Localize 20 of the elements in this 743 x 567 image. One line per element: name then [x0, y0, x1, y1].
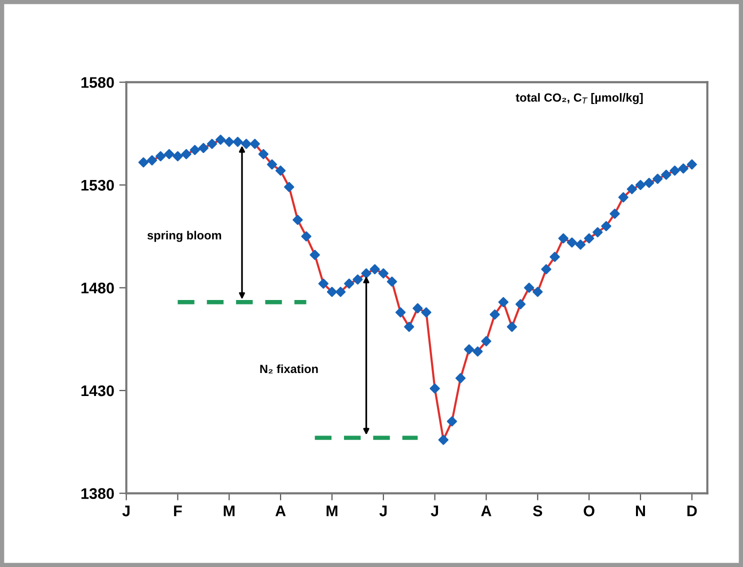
y-tick-label: 1580	[81, 77, 114, 88]
y-tick-label: 1480	[81, 282, 114, 294]
y-tick-label: 1380	[81, 488, 114, 499]
x-tick-label: J	[122, 506, 130, 516]
x-tick-label: M	[326, 506, 338, 516]
x-tick-label: F	[174, 506, 182, 516]
x-tick-label: M	[224, 506, 234, 516]
x-tick-label: N	[636, 506, 645, 516]
y-tick-label: 1530	[81, 180, 114, 191]
annotation: N₂ fixation	[260, 364, 318, 374]
annotation: total CO₂, C$_{T}$ [µmol/kg]	[516, 93, 643, 104]
x-tick-label: A	[275, 506, 286, 516]
x-tick-label: D	[687, 506, 697, 516]
annotation: spring bloom	[147, 230, 222, 242]
x-tick-label: J	[379, 506, 387, 516]
x-tick-label: S	[533, 506, 542, 516]
x-tick-label: A	[481, 506, 492, 516]
y-tick-label: 1430	[81, 385, 114, 396]
x-tick-label: J	[430, 506, 438, 516]
x-tick-label: O	[584, 506, 594, 516]
